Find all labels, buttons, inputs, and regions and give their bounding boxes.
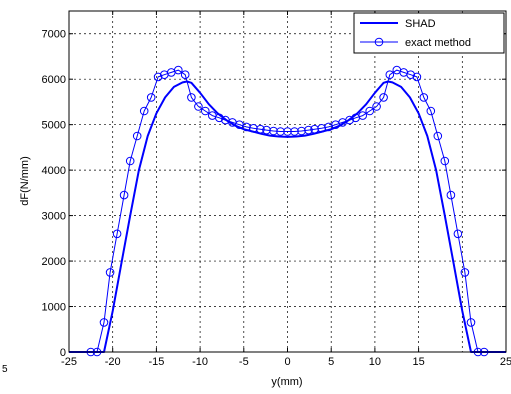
y-tick-label: 4000 [42,165,66,177]
x-tick-label: -20 [105,356,121,368]
y-tick-label: 2000 [42,256,66,268]
x-tick-label: 5 [328,356,334,368]
data-point-exact [345,115,354,125]
data-point-exact [446,190,456,200]
data-point-exact [453,229,463,239]
data-point-exact [146,93,156,102]
data-point-exact [174,65,183,75]
data-point-exact [460,268,470,277]
y-tick-label: 3000 [42,211,66,223]
data-point-exact [215,113,224,123]
data-point-exact [249,124,258,133]
legend-label-exact: exact method [405,37,471,49]
data-point-exact [358,111,368,120]
data-point-exact [256,124,265,134]
x-tick-label: 10 [369,356,381,368]
y-tick-label: 6000 [42,74,66,86]
data-point-exact [99,318,109,327]
data-point-exact [194,102,203,111]
data-point-exact [433,131,443,141]
y-tick-label: 7000 [42,29,66,41]
data-point-exact [406,70,416,79]
data-point-exact [297,126,306,136]
data-point-exact [372,102,381,111]
x-tick-label: -10 [192,356,208,368]
data-point-exact [201,106,210,116]
data-point-exact [379,93,388,102]
stray-digit: 5 [2,364,8,375]
data-point-exact [290,127,299,136]
y-tick-label: 5000 [42,120,66,132]
series-line-exact [69,69,506,353]
data-point-exact [466,318,476,327]
x-tick-label: -25 [61,356,77,368]
data-point-exact [112,229,122,239]
data-point-exact [153,72,163,82]
data-point-exact [440,156,450,166]
legend: SHAD exact method [353,12,505,54]
series-line-shad [69,80,506,353]
data-point-exact [119,190,129,200]
x-axis-label: y(mm) [271,376,302,388]
data-point-exact [419,93,429,102]
grid [69,11,506,352]
data-point-exact [385,70,395,79]
data-point-exact [180,70,190,79]
legend-marker-exact [374,37,384,47]
data-point-exact [412,72,422,82]
data-point-exact [426,106,436,116]
data-point-exact [283,127,292,136]
x-tick-label: 25 [500,356,511,368]
legend-label-shad: SHAD [405,18,436,30]
y-tick-label: 0 [60,347,66,359]
data-point-exact [187,93,196,102]
data-point-exact [304,125,313,135]
legend-box [353,12,505,54]
y-tick-label: 1000 [42,302,66,314]
y-axis-label: dF(N/mm) [19,156,31,206]
data-point-exact [139,106,149,116]
data-point-exact [269,126,278,136]
data-point-exact [276,127,285,136]
x-tick-label: 0 [284,356,290,368]
data-point-exact [365,106,375,116]
data-point-exact [125,156,135,166]
x-tick-label: 15 [412,356,424,368]
data-point-exact [105,268,115,277]
data-point-exact [262,125,271,135]
x-tick-label: -5 [239,356,249,368]
data-point-exact [132,131,142,141]
x-tick-label: -15 [148,356,164,368]
data-point-exact [310,124,319,134]
